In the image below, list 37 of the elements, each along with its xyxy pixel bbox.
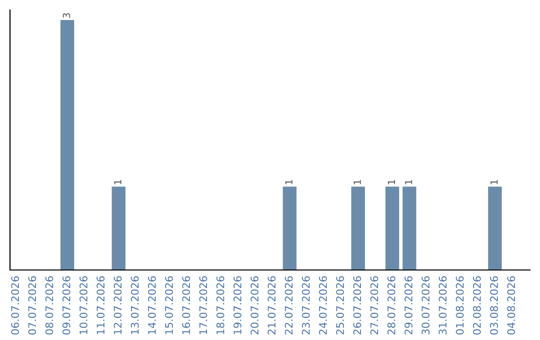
x-tick-label: 04.08.2026	[507, 276, 516, 335]
x-tick-label: 23.07.2026	[302, 276, 310, 334]
x-tick-label: 13.07.2026	[130, 276, 139, 334]
x-tick-label: 06.07.2026	[11, 276, 20, 335]
x-tick-label: 01.08.2026	[456, 276, 464, 335]
x-tick-label: 16.07.2026	[182, 276, 190, 334]
data-label: 1	[388, 180, 395, 184]
x-tick-label: 25.07.2026	[336, 276, 344, 334]
data-label: 1	[354, 180, 361, 184]
data-label: 1	[405, 180, 412, 184]
x-tick-label: 19.07.2026	[234, 276, 242, 334]
x-tick-label: 29.07.2026	[404, 276, 412, 334]
x-tick-label: 22.07.2026	[284, 276, 293, 334]
x-tick-label: 02.08.2026	[472, 276, 481, 335]
x-tick-label: 20.07.2026	[250, 276, 258, 334]
x-tick-label: 17.07.2026	[199, 276, 208, 334]
x-tick-label: 11.07.2026	[96, 276, 105, 334]
x-tick-label: 24.07.2026	[319, 276, 327, 334]
x-tick-label: 10.07.2026	[80, 276, 88, 334]
x-tick-label: 27.07.2026	[370, 276, 378, 334]
x-tick-label: 26.07.2026	[353, 276, 362, 334]
x-tick-label: 18.07.2026	[216, 276, 224, 334]
x-tick-label: 14.07.2026	[148, 276, 156, 334]
x-tick-label: 03.08.2026	[490, 276, 498, 335]
x-tick-label: 12.07.2026	[114, 276, 122, 334]
data-label: 1	[490, 180, 498, 184]
data-label: 1	[285, 180, 292, 184]
x-tick-label: 09.07.2026	[62, 276, 70, 335]
x-tick-label: 21.07.2026	[268, 276, 276, 334]
x-tick-label: 15.07.2026	[165, 276, 173, 334]
x-tick-label: 30.07.2026	[422, 276, 430, 334]
x-tick-label: 28.07.2026	[387, 276, 396, 334]
x-tick-label: 07.07.2026	[28, 276, 36, 335]
x-tick-label: 31.07.2026	[438, 276, 447, 334]
x-tick-label: 08.07.2026	[45, 276, 54, 335]
data-label: 1	[114, 180, 122, 184]
data-label: 3	[62, 13, 70, 18]
